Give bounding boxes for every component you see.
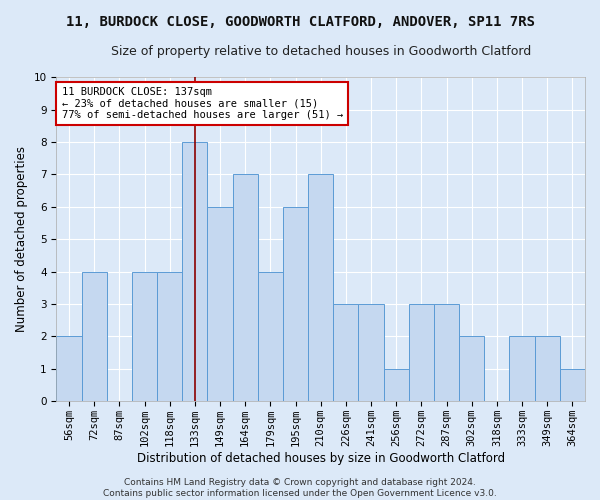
Bar: [434, 304, 459, 402]
Bar: [233, 174, 258, 402]
Bar: [409, 304, 434, 402]
Bar: [182, 142, 208, 402]
Bar: [535, 336, 560, 402]
Bar: [358, 304, 383, 402]
Bar: [308, 174, 333, 402]
Bar: [509, 336, 535, 402]
Text: Contains HM Land Registry data © Crown copyright and database right 2024.
Contai: Contains HM Land Registry data © Crown c…: [103, 478, 497, 498]
Bar: [157, 272, 182, 402]
Y-axis label: Number of detached properties: Number of detached properties: [15, 146, 28, 332]
Bar: [560, 369, 585, 402]
Text: 11, BURDOCK CLOSE, GOODWORTH CLATFORD, ANDOVER, SP11 7RS: 11, BURDOCK CLOSE, GOODWORTH CLATFORD, A…: [65, 15, 535, 29]
Bar: [333, 304, 358, 402]
Bar: [208, 207, 233, 402]
Bar: [459, 336, 484, 402]
Title: Size of property relative to detached houses in Goodworth Clatford: Size of property relative to detached ho…: [110, 45, 531, 58]
Bar: [258, 272, 283, 402]
Bar: [82, 272, 107, 402]
Bar: [383, 369, 409, 402]
X-axis label: Distribution of detached houses by size in Goodworth Clatford: Distribution of detached houses by size …: [137, 452, 505, 465]
Bar: [56, 336, 82, 402]
Text: 11 BURDOCK CLOSE: 137sqm
← 23% of detached houses are smaller (15)
77% of semi-d: 11 BURDOCK CLOSE: 137sqm ← 23% of detach…: [62, 87, 343, 120]
Bar: [283, 207, 308, 402]
Bar: [132, 272, 157, 402]
